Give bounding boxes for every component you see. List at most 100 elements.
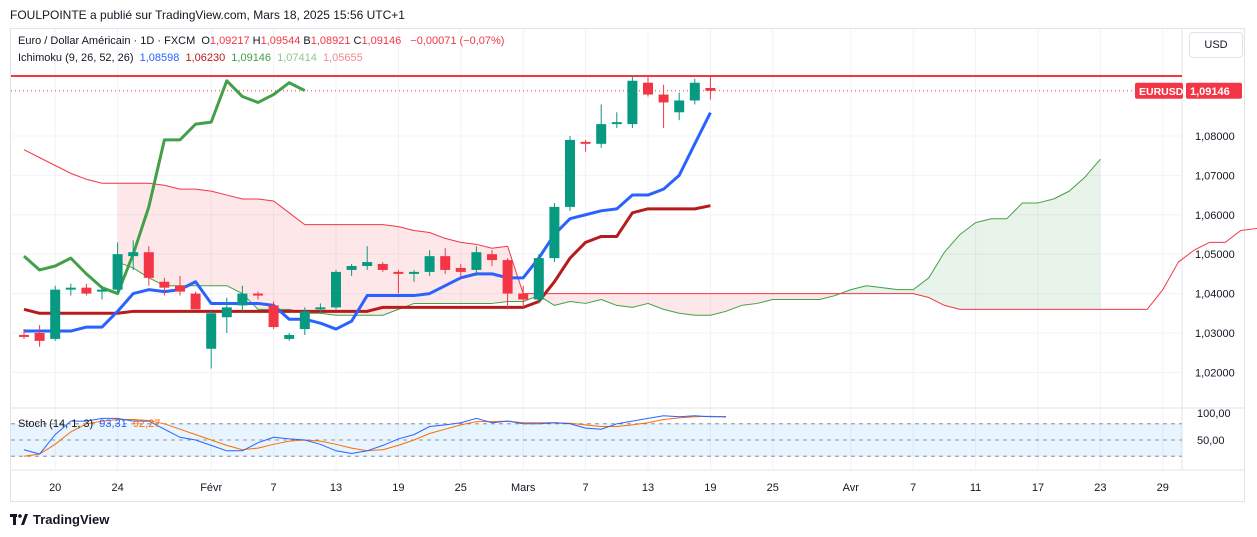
candle-body[interactable] (393, 271, 404, 274)
candle-body[interactable] (455, 267, 466, 272)
candle-body[interactable] (112, 254, 123, 290)
candle-body[interactable] (658, 94, 669, 103)
ichimoku-kijun-value: 1,06230 (185, 52, 226, 64)
candle-body[interactable] (331, 271, 341, 308)
candle-body[interactable] (487, 254, 497, 261)
candle-body[interactable] (34, 333, 45, 341)
candle-body[interactable] (221, 307, 232, 318)
ichimoku-cloud-segment (211, 191, 227, 286)
candle-body[interactable] (19, 334, 29, 337)
candle-body[interactable] (143, 252, 154, 278)
candle-body[interactable] (284, 334, 295, 339)
ichimoku-cloud-segment (180, 189, 196, 286)
ichimoku-cloud-segment (710, 293, 726, 316)
ichimoku-cloud-segment (850, 285, 867, 294)
change-value: −0,00071 (−0,07%) (410, 35, 505, 47)
candle-body[interactable] (253, 293, 263, 296)
ichimoku-cloud-segment (164, 185, 180, 286)
ohlc-label: H (252, 35, 261, 47)
ichimoku-span-a-value: 1,07414 (277, 52, 317, 64)
ohlc-label: B (303, 35, 311, 47)
ichimoku-legend: Ichimoku (9, 26, 52, 26) 1,08598 1,06230… (18, 52, 366, 64)
candle-body[interactable] (268, 305, 279, 328)
instrument-name: Euro / Dollar Américain · 1D · FXCM (18, 35, 196, 47)
candle-body[interactable] (549, 206, 560, 259)
candle-body[interactable] (565, 139, 575, 207)
currency-button[interactable]: USD (1189, 32, 1243, 58)
time-tick-label: 29 (1157, 482, 1169, 494)
tradingview-logo-icon (10, 513, 28, 525)
ichimoku-cloud-segment (1038, 199, 1054, 310)
candle-body[interactable] (440, 256, 451, 270)
ichimoku-chikou-value: 1,09146 (231, 52, 272, 64)
ichimoku-cloud-segment (351, 224, 368, 316)
ichimoku-cloud-segment (694, 293, 711, 316)
candle-body[interactable] (206, 313, 217, 349)
candle-body[interactable] (643, 82, 653, 95)
candle-body[interactable] (315, 307, 326, 310)
ichimoku-cloud-segment (273, 200, 290, 310)
time-tick-label: 24 (111, 482, 123, 494)
candle-body[interactable] (580, 141, 591, 144)
candle-body[interactable] (175, 285, 185, 292)
candle-body[interactable] (502, 260, 513, 294)
time-tick-label: 19 (704, 482, 716, 494)
ichimoku-cloud-segment (117, 183, 134, 268)
ichimoku-cloud-segment (1006, 202, 1023, 310)
stoch-k-value: 93,31 (99, 418, 127, 430)
time-tick-label: 7 (271, 482, 277, 494)
candle-body[interactable] (674, 100, 685, 113)
stoch-label: Stoch (14, 1, 3) (18, 418, 94, 430)
candle-body[interactable] (346, 266, 357, 270)
time-tick-label: 23 (1094, 482, 1106, 494)
candle-body[interactable] (409, 271, 419, 274)
candle-body[interactable] (237, 293, 248, 306)
ichimoku-tenkan-value: 1,08598 (139, 52, 180, 64)
candle-body[interactable] (159, 281, 170, 288)
candle-body[interactable] (65, 287, 76, 290)
ichimoku-cloud-segment (585, 293, 602, 304)
candle-body[interactable] (190, 293, 201, 310)
candle-body[interactable] (50, 289, 61, 339)
candle-body[interactable] (689, 82, 700, 101)
ichimoku-cloud-segment (1053, 191, 1070, 310)
candle-body[interactable] (533, 258, 544, 300)
publisher-line: FOULPOINTE a publié sur TradingView.com,… (10, 8, 405, 22)
candle-body[interactable] (471, 252, 482, 270)
chart-frame (10, 28, 1245, 502)
ichimoku-chikou-line (23, 79, 306, 296)
ichimoku-cloud-segment (226, 195, 243, 294)
ichimoku-cloud-segment (991, 218, 1007, 310)
candle-body[interactable] (377, 264, 388, 270)
ichimoku-cloud-segment (928, 252, 945, 306)
ichimoku-label: Ichimoku (9, 26, 52, 26) (18, 52, 134, 64)
candle-body[interactable] (518, 293, 529, 300)
stoch-d-value: 92,27 (132, 418, 161, 430)
price-tick-label: 1,04000 (1195, 289, 1235, 301)
candle-body[interactable] (596, 124, 607, 144)
ichimoku-kijun-line (23, 204, 711, 315)
ohlc-values: O1,09217 H1,09544 B1,08921 C1,09146 (201, 35, 404, 47)
candle-body[interactable] (424, 256, 435, 272)
candle-body[interactable] (81, 287, 92, 294)
ichimoku-cloud-segment (398, 226, 414, 310)
candle-body[interactable] (627, 80, 638, 125)
candle-body[interactable] (611, 122, 622, 125)
candle-body[interactable] (362, 262, 373, 266)
ichimoku-cloud-segment (460, 242, 477, 304)
stoch-tick-label: 50,00 (1197, 435, 1225, 447)
ichimoku-span-a-line (117, 158, 1101, 316)
ohlc-value: 1,09217 (209, 35, 250, 47)
candle-body[interactable] (128, 252, 139, 257)
candle-body[interactable] (97, 289, 107, 292)
ichimoku-cloud-segment (897, 289, 914, 294)
ichimoku-cloud-segment (663, 293, 680, 314)
ohlc-label: O (201, 35, 210, 47)
ichimoku-cloud-segment (913, 277, 929, 298)
time-tick-label: 19 (392, 482, 404, 494)
candle-body[interactable] (705, 87, 716, 91)
ichimoku-cloud-segment (648, 293, 664, 310)
candle-body[interactable] (299, 311, 310, 330)
ichimoku-tenkan-line (24, 112, 712, 333)
